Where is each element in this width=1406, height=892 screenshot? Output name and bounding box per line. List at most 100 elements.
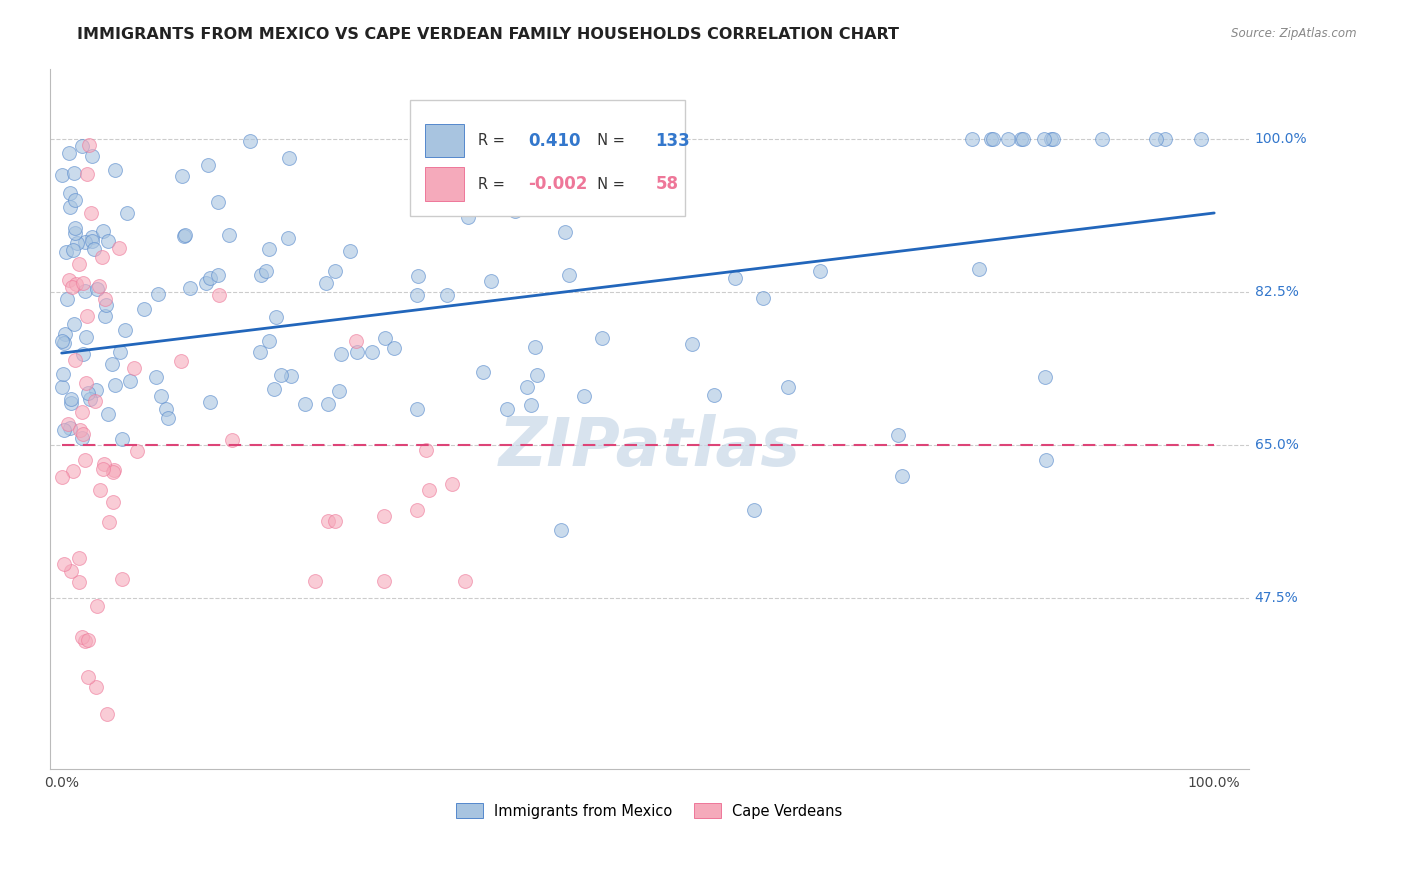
Point: [76, 167, 98, 181]
Point: [125, 444, 148, 458]
Point: [742, 503, 765, 517]
Point: [981, 131, 1004, 145]
Point: [56, 292, 79, 306]
Point: [62, 244, 84, 258]
Point: [208, 288, 231, 302]
Text: 133: 133: [655, 132, 690, 150]
Point: [1012, 131, 1035, 145]
Point: [122, 361, 145, 376]
Legend: Immigrants from Mexico, Cape Verdeans: Immigrants from Mexico, Cape Verdeans: [450, 797, 848, 825]
Point: [62, 465, 84, 479]
Point: [59, 392, 82, 406]
Point: [221, 433, 243, 447]
Point: [724, 270, 747, 285]
Point: [752, 291, 775, 305]
Point: [70, 404, 93, 418]
Text: 100.0%: 100.0%: [1254, 131, 1308, 145]
Point: [980, 131, 1002, 145]
Point: [1035, 453, 1057, 467]
Point: [58, 145, 80, 160]
Point: [318, 514, 340, 528]
Point: [373, 574, 395, 588]
Point: [82, 234, 104, 248]
Point: [254, 264, 277, 278]
Point: [77, 633, 100, 648]
Point: [63, 193, 86, 207]
Point: [87, 279, 110, 293]
Point: [962, 131, 984, 145]
Point: [80, 230, 103, 244]
Text: 47.5%: 47.5%: [1254, 591, 1298, 606]
Point: [173, 228, 195, 243]
Point: [70, 431, 93, 445]
Point: [808, 264, 831, 278]
Point: [94, 310, 117, 324]
Point: [51, 334, 73, 348]
Point: [77, 385, 100, 400]
Point: [148, 287, 170, 301]
Text: 0.410: 0.410: [529, 132, 581, 150]
Point: [110, 432, 132, 446]
Point: [519, 399, 541, 413]
Point: [104, 378, 127, 392]
Point: [155, 401, 177, 416]
Point: [59, 200, 82, 214]
Point: [218, 228, 240, 243]
Point: [145, 369, 167, 384]
Text: R =: R =: [478, 133, 509, 148]
Point: [277, 151, 299, 165]
Text: R =: R =: [478, 177, 509, 192]
Text: -0.002: -0.002: [529, 175, 588, 193]
FancyBboxPatch shape: [425, 167, 464, 201]
Point: [65, 277, 87, 292]
Point: [97, 407, 120, 421]
Point: [173, 228, 195, 243]
Point: [75, 330, 97, 344]
Text: Source: ZipAtlas.com: Source: ZipAtlas.com: [1232, 27, 1357, 40]
Point: [329, 347, 352, 361]
Point: [1010, 131, 1032, 145]
Point: [107, 241, 129, 255]
Point: [66, 236, 89, 251]
Point: [63, 221, 86, 235]
Point: [63, 227, 86, 241]
Point: [72, 276, 94, 290]
Point: [516, 379, 538, 393]
Point: [323, 514, 346, 528]
Point: [406, 503, 429, 517]
Point: [1189, 131, 1212, 145]
Text: N =: N =: [588, 177, 630, 192]
Text: 65.0%: 65.0%: [1254, 438, 1298, 452]
Text: 82.5%: 82.5%: [1254, 285, 1298, 299]
Point: [132, 301, 155, 316]
Point: [436, 288, 458, 302]
Point: [360, 345, 382, 359]
Point: [406, 288, 429, 302]
Point: [1033, 131, 1056, 145]
Point: [418, 483, 440, 497]
Point: [91, 250, 114, 264]
Point: [110, 572, 132, 586]
Point: [886, 428, 908, 442]
Point: [703, 388, 725, 402]
Point: [70, 630, 93, 644]
Point: [270, 368, 292, 382]
Point: [67, 575, 90, 590]
Point: [97, 515, 120, 529]
Point: [91, 462, 114, 476]
Point: [101, 495, 124, 509]
Point: [94, 298, 117, 312]
Point: [239, 135, 262, 149]
Point: [93, 457, 115, 471]
Point: [83, 393, 105, 408]
Point: [444, 153, 467, 167]
Point: [52, 368, 75, 382]
Point: [67, 551, 90, 566]
Point: [316, 397, 339, 411]
Point: [59, 186, 82, 200]
Point: [53, 326, 76, 341]
Point: [1144, 131, 1167, 145]
Point: [101, 357, 124, 371]
Point: [591, 331, 613, 345]
Point: [257, 242, 280, 256]
